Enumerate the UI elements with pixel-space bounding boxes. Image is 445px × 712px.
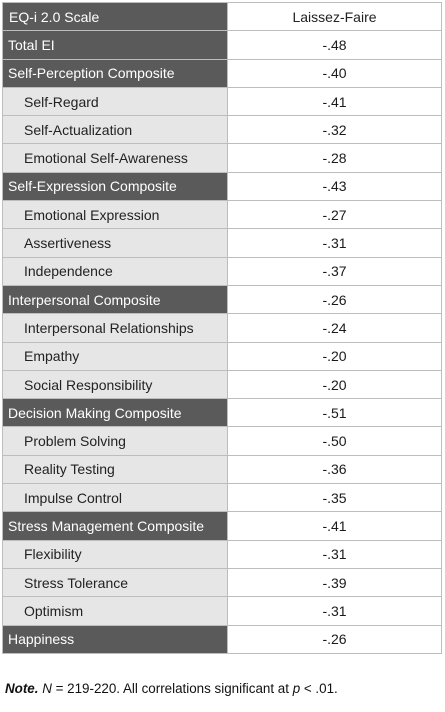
style-column-header: Laissez-Faire	[227, 1, 442, 32]
correlation-value: -.41	[227, 511, 442, 541]
table-header-row: EQ-i 2.0 Scale Laissez-Faire	[2, 1, 442, 32]
note-p-symbol: p	[292, 681, 301, 696]
correlation-value: -.35	[227, 483, 442, 513]
subscale-row: Reality Testing -.36	[2, 454, 442, 485]
note-n-symbol: N	[42, 681, 52, 696]
scale-label: Social Responsibility	[2, 369, 228, 400]
scale-label: Optimism	[2, 596, 228, 626]
composite-row: Total EI -.48	[2, 30, 442, 60]
correlation-table-container: EQ-i 2.0 Scale Laissez-Faire Total EI -.4…	[2, 1, 442, 654]
table-body: Total EI -.48 Self-Perception Composite -.4…	[2, 30, 442, 654]
scale-label: Assertiveness	[2, 228, 228, 258]
scale-label: Reality Testing	[2, 454, 228, 485]
subscale-row: Optimism -.31	[2, 596, 442, 626]
subscale-row: Problem Solving -.50	[2, 426, 442, 456]
correlation-value: -.39	[227, 567, 442, 598]
note-n-text: = 219-220. All correlations significant …	[51, 681, 293, 696]
correlation-value: -.37	[227, 256, 442, 286]
scale-label: Empathy	[2, 341, 228, 371]
subscale-row: Flexibility -.31	[2, 539, 442, 569]
correlation-value: -.50	[227, 426, 442, 456]
correlation-value: -.31	[227, 228, 442, 258]
composite-row: Self-Expression Composite -.43	[2, 171, 442, 202]
correlation-value: -.28	[227, 143, 442, 173]
scale-label: Total EI	[2, 30, 228, 60]
subscale-row: Self-Regard -.41	[2, 86, 442, 117]
subscale-row: Empathy -.20	[2, 341, 442, 371]
scale-label: Stress Management Composite	[2, 511, 228, 541]
scale-label: Self-Expression Composite	[2, 171, 228, 202]
subscale-row: Independence -.37	[2, 256, 442, 286]
scale-label: Impulse Control	[2, 483, 228, 513]
correlation-value: -.20	[227, 341, 442, 371]
subscale-row: Emotional Expression -.27	[2, 200, 442, 230]
scale-label: Stress Tolerance	[2, 567, 228, 598]
note-p-text: < .01.	[300, 681, 338, 696]
subscale-row: Emotional Self-Awareness -.28	[2, 143, 442, 173]
scale-label: Independence	[2, 256, 228, 286]
correlation-value: -.31	[227, 539, 442, 569]
correlation-value: -.20	[227, 369, 442, 400]
correlation-value: -.32	[227, 115, 442, 145]
correlation-value: -.31	[227, 596, 442, 626]
scale-column-header: EQ-i 2.0 Scale	[2, 1, 228, 32]
table-note: Note. N = 219-220. All correlations sign…	[5, 681, 338, 696]
scale-label: Problem Solving	[2, 426, 228, 456]
correlation-value: -.26	[227, 284, 442, 315]
composite-row: Decision Making Composite -.51	[2, 398, 442, 428]
correlation-value: -.48	[227, 30, 442, 60]
scale-label: Emotional Self-Awareness	[2, 143, 228, 173]
scale-label: Interpersonal Composite	[2, 284, 228, 315]
composite-row: Self-Perception Composite -.40	[2, 58, 442, 88]
correlation-value: -.26	[227, 624, 442, 654]
scale-label: Self-Actualization	[2, 115, 228, 145]
correlation-value: -.41	[227, 86, 442, 117]
subscale-row: Assertiveness -.31	[2, 228, 442, 258]
subscale-row: Self-Actualization -.32	[2, 115, 442, 145]
note-label: Note.	[5, 681, 39, 696]
composite-row: Interpersonal Composite -.26	[2, 284, 442, 315]
correlation-table: EQ-i 2.0 Scale Laissez-Faire Total EI -.4…	[2, 1, 442, 654]
subscale-row: Interpersonal Relationships -.24	[2, 313, 442, 343]
correlation-value: -.51	[227, 398, 442, 428]
composite-row: Stress Management Composite -.41	[2, 511, 442, 541]
correlation-value: -.36	[227, 454, 442, 485]
scale-label: Emotional Expression	[2, 200, 228, 230]
scale-label: Interpersonal Relationships	[2, 313, 228, 343]
scale-label: Self-Regard	[2, 86, 228, 117]
scale-label: Happiness	[2, 624, 228, 654]
correlation-value: -.24	[227, 313, 442, 343]
correlation-value: -.40	[227, 58, 442, 88]
scale-label: Decision Making Composite	[2, 398, 228, 428]
subscale-row: Impulse Control -.35	[2, 483, 442, 513]
correlation-value: -.27	[227, 200, 442, 230]
subscale-row: Social Responsibility -.20	[2, 369, 442, 400]
scale-label: Self-Perception Composite	[2, 58, 228, 88]
composite-row: Happiness -.26	[2, 624, 442, 654]
scale-label: Flexibility	[2, 539, 228, 569]
subscale-row: Stress Tolerance -.39	[2, 567, 442, 598]
correlation-value: -.43	[227, 171, 442, 202]
